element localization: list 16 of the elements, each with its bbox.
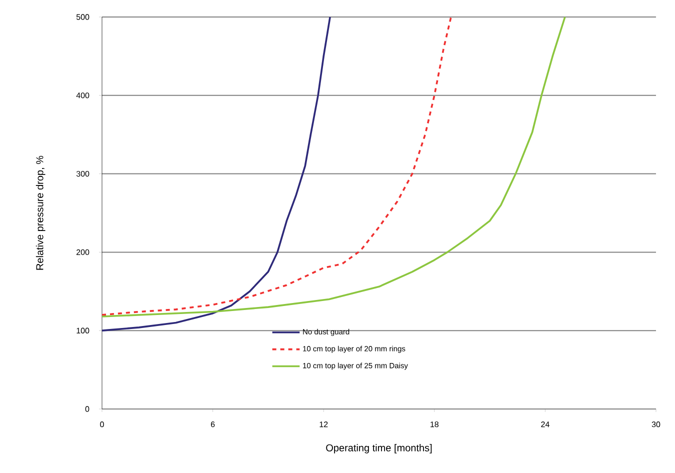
line-series	[102, 16, 566, 318]
x-tick-label: 0	[100, 422, 104, 428]
x-tick-label: 12	[320, 422, 328, 428]
y-axis-title: Relative pressure drop, %	[36, 156, 46, 270]
y-tick-label: 0	[85, 406, 90, 412]
x-tick-label: 24	[541, 422, 550, 428]
x-tick-label: 6	[210, 422, 215, 428]
line-series	[102, 16, 452, 316]
y-tick-label: 100	[76, 328, 90, 334]
x-tick-label: 30	[652, 422, 660, 428]
x-axis-title: Operating time [months]	[326, 444, 432, 454]
x-tick-label: 18	[430, 422, 438, 428]
y-tick-label: 200	[76, 249, 90, 256]
y-tick-label: 400	[76, 92, 90, 98]
y-tick-label: 300	[76, 170, 90, 177]
y-tick-label: 500	[76, 14, 90, 20]
